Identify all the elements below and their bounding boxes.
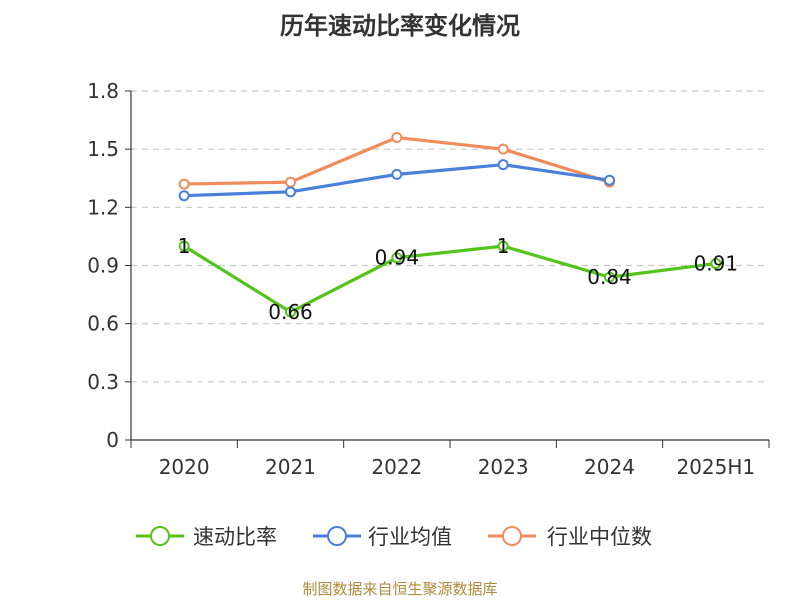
data-label: 0.94: [375, 246, 420, 270]
x-tick-label: 2025H1: [676, 455, 755, 479]
x-tick-label: 2024: [584, 455, 635, 479]
source-note: 制图数据来自恒生聚源数据库: [302, 580, 498, 598]
x-tick-label: 2021: [265, 455, 316, 479]
data-point: [391, 168, 403, 180]
data-point: [391, 132, 403, 144]
legend-label: 速动比率: [193, 525, 277, 549]
data-point: [178, 190, 190, 202]
data-point: [285, 306, 296, 318]
y-tick-label: 0.9: [87, 254, 119, 278]
data-labels: 1 0.66 0.94 1 0.84 0.91: [178, 234, 738, 324]
data-point: [178, 240, 190, 252]
data-point: [285, 176, 296, 188]
y-tick-label: 0: [106, 428, 119, 452]
legend[interactable]: 速动比率 行业均值 行业中位数: [136, 525, 652, 549]
data-label: 0.91: [694, 252, 739, 276]
legend-marker: [502, 526, 522, 546]
y-tick-label: 1.5: [87, 137, 119, 161]
data-point: [604, 174, 615, 186]
gridlines: [131, 90, 769, 383]
data-point: [178, 178, 190, 190]
data-point: [497, 240, 509, 252]
legend-item[interactable]: 行业中位数: [488, 525, 652, 549]
legend-marker: [150, 526, 170, 546]
data-point: [604, 271, 615, 283]
legend-label: 行业均值: [368, 525, 452, 549]
legend-label: 行业中位数: [547, 525, 652, 549]
series-lines: [178, 132, 722, 318]
y-tick-label: 0.3: [87, 370, 119, 394]
legend-item[interactable]: 行业均值: [313, 525, 452, 549]
y-tick-label: 1.8: [87, 79, 119, 103]
chart-title: 历年速动比率变化情况: [280, 12, 520, 40]
data-point: [710, 258, 722, 270]
legend-item[interactable]: 速动比率: [136, 525, 277, 549]
data-label: 1: [178, 234, 191, 258]
data-point: [497, 143, 509, 155]
data-label: 1: [497, 234, 510, 258]
data-label: 0.66: [268, 300, 313, 324]
series-line: [183, 244, 717, 314]
x-tick-label: 2023: [478, 455, 529, 479]
data-label: 0.84: [587, 265, 632, 289]
legend-marker: [327, 526, 347, 546]
x-tick-label: 2022: [371, 455, 422, 479]
axes: 0 0.3 0.6 0.9 1.2 1.5 1.8 2020 2021 2022 2023 2024 2…: [87, 79, 770, 479]
data-point: [391, 252, 403, 264]
data-point: [285, 186, 296, 198]
data-point: [497, 159, 509, 171]
y-tick-label: 1.2: [87, 195, 119, 219]
x-tick-label: 2020: [159, 455, 210, 479]
y-tick-label: 0.6: [87, 312, 119, 336]
